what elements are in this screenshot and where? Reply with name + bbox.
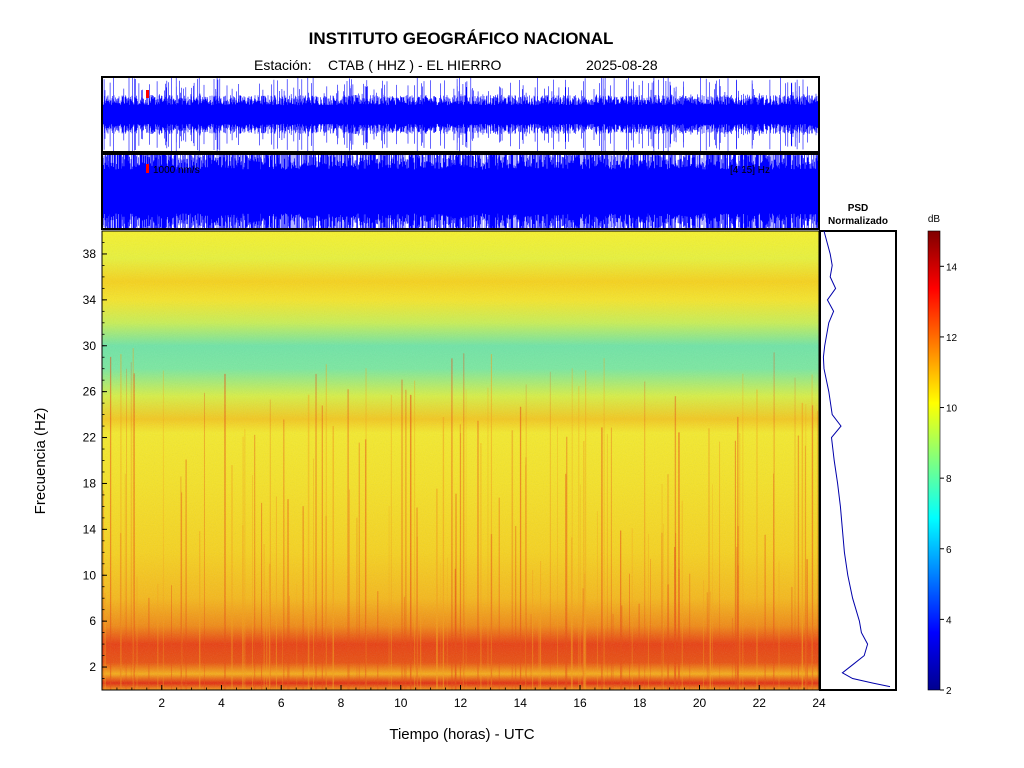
psd-line <box>822 230 891 688</box>
x-tick-label: 12 <box>454 696 468 710</box>
colorbar-tick-label: 2 <box>946 686 952 697</box>
station-label: Estación: <box>254 57 312 73</box>
y-axis-label: Frecuencia (Hz) <box>32 408 49 515</box>
figure-date: 2025-08-28 <box>586 57 658 73</box>
waveform-panel-lower: 1000 nm/s [4 15] Hz <box>101 153 820 230</box>
waveform-spikes <box>102 154 819 229</box>
colorbar-ticks: 2 4 6 8 10 12 14 <box>940 262 958 697</box>
x-axis-label: Tiempo (horas) - UTC <box>389 726 534 743</box>
psd-panel: PSD Normalizado <box>819 203 897 691</box>
x-tick-label: 24 <box>812 696 826 710</box>
colorbar-tick-label: 8 <box>946 474 952 485</box>
y-tick-label: 38 <box>83 247 97 261</box>
waveform-trace-upper <box>102 77 819 152</box>
station-name: CTAB ( HHZ ) - EL HIERRO <box>328 57 502 73</box>
x-tick-label: 22 <box>753 696 767 710</box>
colorbar-tick-label: 14 <box>946 262 958 273</box>
scale-marker-lower <box>146 164 149 173</box>
psd-subtitle: Normalizado <box>828 216 888 227</box>
colorbar-tick-label: 6 <box>946 545 952 556</box>
waveform-panel-upper <box>101 76 820 153</box>
band-label-lower: [4 15] Hz <box>730 165 770 176</box>
colorbar-tick-label: 10 <box>946 404 958 415</box>
x-tick-label: 4 <box>218 696 225 710</box>
waveform-path <box>102 154 819 229</box>
x-tick-label: 18 <box>633 696 647 710</box>
y-tick-label: 30 <box>83 339 97 353</box>
spectrogram-texture <box>102 231 819 690</box>
x-tick-label: 8 <box>338 696 345 710</box>
colorbar-tick-label: 4 <box>946 615 952 626</box>
y-tick-label: 34 <box>83 293 97 307</box>
y-tick-label: 6 <box>89 614 96 628</box>
waveform-trace-lower <box>102 154 819 229</box>
colorbar-gradient <box>927 230 941 691</box>
spectrogram-panel: 2 4 6 8 10 12 14 16 18 20 22 24 261014182226303438 … <box>32 230 826 743</box>
scale-label-lower: 1000 nm/s <box>153 165 200 176</box>
y-tick-label: 18 <box>83 476 97 490</box>
scale-marker-upper <box>146 90 149 98</box>
psd-title: PSD <box>848 203 869 214</box>
y-tick-label: 10 <box>83 568 97 582</box>
y-tick-label: 26 <box>83 385 97 399</box>
x-tick-label: 10 <box>394 696 408 710</box>
colorbar-tick-label: 12 <box>946 333 958 344</box>
waveform-spikes <box>103 77 817 152</box>
x-tick-label: 2 <box>158 696 165 710</box>
colorbar: dB 2 4 6 8 10 12 14 <box>927 214 958 697</box>
y-tick-label: 22 <box>83 431 97 445</box>
x-tick-label: 14 <box>514 696 528 710</box>
colorbar-unit: dB <box>928 214 941 225</box>
x-tick-label: 6 <box>278 696 285 710</box>
y-tick-label: 2 <box>89 660 96 674</box>
x-tick-label: 20 <box>693 696 707 710</box>
x-axis: 2 4 6 8 10 12 14 16 18 20 22 24 <box>101 685 826 710</box>
y-tick-label: 14 <box>83 522 97 536</box>
x-tick-label: 16 <box>573 696 587 710</box>
figure-title: INSTITUTO GEOGRÁFICO NACIONAL <box>309 29 614 48</box>
